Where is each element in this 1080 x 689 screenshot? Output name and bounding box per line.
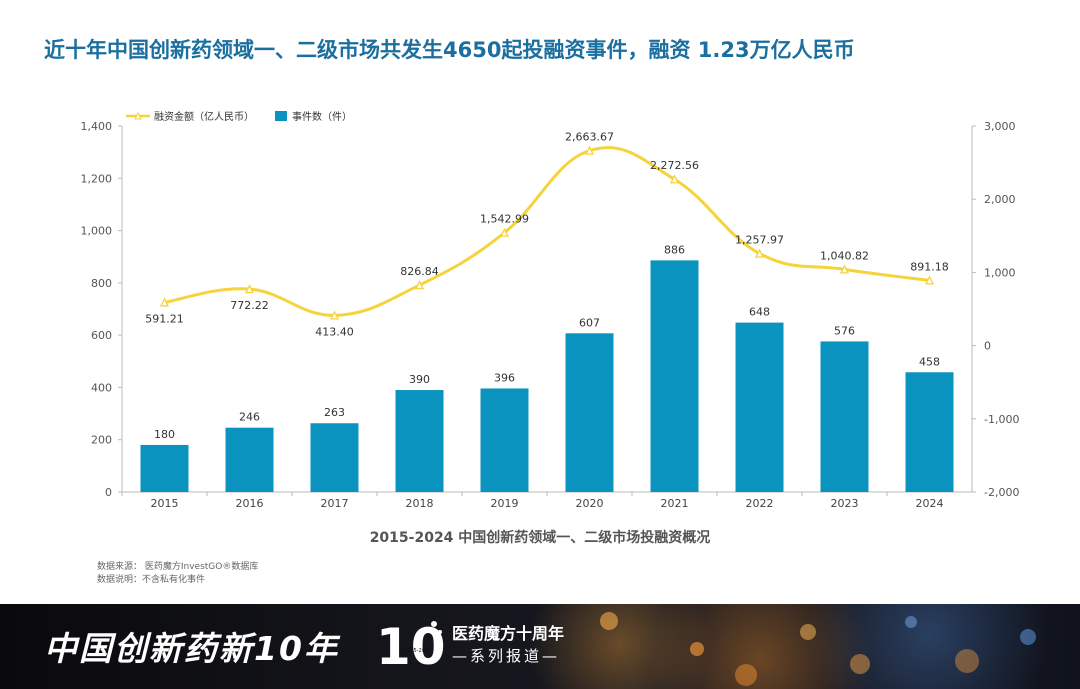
bokeh-light [905, 616, 917, 628]
x-axis-tick-label: 2019 [491, 497, 519, 510]
right-axis-tick-label: 1,000 [984, 266, 1016, 279]
bokeh-light [735, 664, 757, 686]
right-axis-tick-label: -2,000 [984, 486, 1019, 499]
bar [395, 390, 444, 492]
series-title: 医药魔方十周年 [452, 624, 565, 643]
bar-data-label: 396 [494, 371, 515, 384]
bar [480, 388, 529, 492]
bokeh-light [800, 624, 816, 640]
x-axis-tick-label: 2018 [406, 497, 434, 510]
bar [565, 333, 614, 492]
bar-data-label: 458 [919, 355, 940, 368]
legend-label-count: 事件数（件） [292, 110, 352, 123]
left-axis-tick-label: 800 [91, 277, 112, 290]
legend-label-amount: 融资金额（亿人民币） [154, 110, 254, 123]
bokeh-light [600, 612, 618, 630]
line-marker [499, 227, 510, 237]
bar-data-label: 246 [239, 411, 260, 424]
combo-chart: 0 200 400 600 800 1,000 1,200 1,400 -2,000 -1,000… [81, 110, 1020, 510]
line-marker [244, 284, 255, 294]
bar [905, 372, 954, 492]
left-axis-tick-label: 600 [91, 329, 112, 342]
footer-banner: 中国创新药新10年 10 2015-2025 医药魔方十周年 —系列报道— [0, 604, 1080, 689]
bokeh-light [955, 649, 979, 673]
bar [225, 427, 274, 492]
chart-title: 2015-2024 中国创新药领域一、二级市场投融资概况 [369, 530, 711, 546]
x-axis-tick-label: 2020 [576, 497, 604, 510]
bar-data-label: 180 [154, 428, 175, 441]
line-data-label: 591.21 [145, 312, 184, 325]
line-series-path [164, 146, 930, 317]
x-axis-tick-label: 2021 [661, 497, 689, 510]
left-axis-tick-label: 1,200 [81, 172, 113, 185]
headline: 近十年中国创新药领域一、二级市场共发生4650起投融资事件，融资 1.23万亿人… [44, 38, 855, 62]
x-axis-tick-label: 2022 [746, 497, 774, 510]
line-marker [754, 248, 765, 258]
line-marker [329, 310, 340, 320]
right-axis-tick-label: 3,000 [984, 120, 1016, 133]
bar-data-label: 576 [834, 324, 855, 337]
logo-number: 10 [376, 618, 444, 676]
logo-years: 2015-2025 [404, 648, 431, 654]
bokeh-light [690, 642, 704, 656]
line-data-label: 1,040.82 [820, 249, 869, 262]
data-source-note: 数据来源： 医药魔方InvestGO®数据库 [97, 562, 259, 572]
x-axis-tick-label: 2017 [321, 497, 349, 510]
legend-bar-swatch [275, 111, 287, 121]
x-axis-tick-label: 2024 [916, 497, 944, 510]
line-marker [669, 174, 680, 184]
left-axis-tick-label: 400 [91, 381, 112, 394]
line-data-label: 891.18 [910, 260, 949, 273]
bar [735, 322, 784, 492]
logo-dot [431, 621, 437, 627]
line-data-label: 2,272.56 [650, 159, 699, 172]
line-data-label: 2,663.67 [565, 131, 614, 144]
bar-data-label: 886 [664, 243, 685, 256]
line-data-label: 1,257.97 [735, 234, 784, 247]
line-marker [159, 297, 170, 307]
bokeh-light [1020, 629, 1036, 645]
left-axis-tick-label: 1,000 [81, 225, 113, 238]
line-marker [924, 275, 935, 285]
line-data-label: 772.22 [230, 299, 269, 312]
right-axis-tick-label: 0 [984, 340, 991, 353]
line-data-label: 413.40 [315, 325, 354, 338]
bar [650, 260, 699, 492]
left-axis-tick-label: 200 [91, 434, 112, 447]
bar-data-label: 390 [409, 373, 430, 386]
bar [820, 341, 869, 492]
line-marker [414, 280, 425, 290]
legend-line-marker [134, 111, 142, 120]
brand-slogan: 中国创新药新10年 [44, 629, 339, 668]
bokeh-light [850, 654, 870, 674]
line-marker [584, 145, 595, 155]
left-axis-tick-label: 0 [105, 486, 112, 499]
right-axis-tick-label: -1,000 [984, 413, 1019, 426]
x-axis-tick-label: 2015 [151, 497, 179, 510]
content-panel: 近十年中国创新药领域一、二级市场共发生4650起投融资事件，融资 1.23万亿人… [0, 0, 1080, 604]
bar-data-label: 648 [749, 306, 770, 319]
logo-dot [438, 630, 442, 634]
x-axis-tick-label: 2023 [831, 497, 859, 510]
bar [140, 444, 189, 492]
anniversary-logo: 10 2015-2025 [376, 618, 444, 676]
line-data-label: 826.84 [400, 265, 439, 278]
bar-data-label: 607 [579, 316, 600, 329]
right-axis-tick-label: 2,000 [984, 193, 1016, 206]
line-marker [839, 264, 850, 274]
bar [310, 423, 359, 492]
x-axis-tick-label: 2016 [236, 497, 264, 510]
bar-data-label: 263 [324, 406, 345, 419]
series-subtitle: —系列报道— [452, 647, 561, 665]
data-remark-note: 数据说明：不含私有化事件 [97, 575, 206, 585]
line-data-label: 1,542.99 [480, 213, 529, 226]
left-axis-tick-label: 1,400 [81, 120, 113, 133]
